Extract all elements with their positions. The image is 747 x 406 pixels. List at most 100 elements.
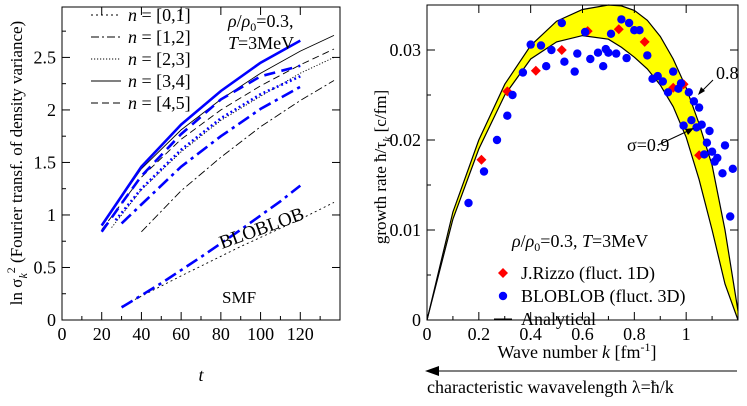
- bloblob-point: [573, 49, 582, 58]
- rizzo-point: [530, 65, 541, 76]
- left-legend-label: n = [1,2]: [128, 27, 191, 47]
- bloblob-point: [622, 53, 631, 63]
- left-y-tick-label: 1.5: [34, 152, 57, 172]
- bloblob-point: [707, 147, 717, 156]
- bloblob-point: [679, 121, 688, 130]
- left-x-tick-label: 20: [93, 324, 111, 344]
- bloblob-point: [518, 68, 528, 77]
- right-legend: J.Rizzo (fluct. 1D)BLOBLOB (fluct. 3D)An…: [494, 263, 685, 329]
- analytical-lower-curve: [426, 34, 739, 321]
- right-axes: 0 0.2 0.4 0.6 0.8 1 0 0.01 0.02 0.03: [390, 5, 738, 344]
- rizzo-point: [556, 45, 567, 55]
- bloblob-point: [593, 48, 603, 57]
- smf-label: SMF: [222, 288, 256, 307]
- legend-diamond-marker: [498, 268, 508, 278]
- bloblob-point: [676, 79, 686, 88]
- left-y-tick-label: 2.5: [34, 47, 57, 67]
- left-xlabel: t: [198, 365, 204, 385]
- bloblob-point: [728, 164, 737, 173]
- bloblob-point: [624, 18, 634, 28]
- bloblob-point: [653, 71, 662, 81]
- bloblob-point: [526, 40, 535, 49]
- left-y-tick-label: 1: [47, 205, 56, 225]
- bloblob-point: [726, 212, 735, 221]
- right-chart: 0 0.2 0.4 0.6 0.8 1 0 0.01 0.02 0.03 ρ/ρ0=0.3, T=…: [371, 4, 739, 397]
- bloblob-series-line: [114, 75, 301, 222]
- bloblob-series-line: [100, 64, 301, 233]
- bloblob-series-line: [120, 184, 302, 309]
- rizzo-point: [613, 24, 624, 35]
- right-y-tick-label: 0.03: [390, 40, 422, 60]
- analytical-upper-curve: [426, 4, 739, 321]
- bloblob-point: [635, 26, 644, 35]
- bloblob-point: [684, 88, 693, 97]
- left-x-tick-label: 80: [212, 324, 230, 344]
- right-y-tick-label: 0.02: [390, 130, 422, 150]
- left-x-tick-label: 60: [172, 324, 190, 344]
- left-legend-label: n = [3,4]: [128, 71, 191, 91]
- right-legend-label: BLOBLOB (fluct. 3D): [521, 286, 685, 307]
- left-y-tick-label: 2: [47, 100, 56, 120]
- bloblob-point: [689, 97, 699, 106]
- bloblob-point: [702, 138, 712, 147]
- bloblob-point: [464, 198, 473, 208]
- bloblob-point: [669, 67, 678, 76]
- bloblob-point: [570, 67, 579, 76]
- bloblob-point: [547, 45, 556, 55]
- right-legend-label: Analytical: [521, 309, 596, 329]
- bloblob-point: [542, 61, 551, 71]
- bloblob-point: [492, 135, 502, 145]
- smf-series-line: [121, 201, 335, 307]
- right-x-tick-label: 0.2: [468, 324, 491, 344]
- left-ylabel: ln σk2 (Fourier transf. of density varia…: [4, 21, 30, 305]
- bloblob-point: [705, 126, 714, 136]
- bloblob-point: [720, 141, 730, 150]
- right-plot-frame: [426, 4, 739, 321]
- bloblob-point: [700, 150, 709, 159]
- bloblob-point: [687, 116, 696, 125]
- left-series-group: [100, 34, 335, 309]
- rizzo-point: [476, 154, 487, 165]
- right-y-tick-label: 0.01: [390, 220, 422, 240]
- smf-series-line: [141, 80, 335, 233]
- right-xlabel: Wave number k [fm-1]: [497, 340, 656, 362]
- left-x-tick-label: 100: [247, 324, 274, 344]
- bloblob-point: [580, 27, 590, 37]
- bloblob-point: [694, 103, 704, 112]
- bloblob-point: [713, 153, 722, 163]
- bloblob-point: [560, 57, 569, 66]
- left-plot-frame: [61, 6, 341, 321]
- smf-series-line: [101, 48, 335, 230]
- left-legend-label: n = [0,1]: [128, 5, 191, 25]
- bloblob-point: [604, 48, 613, 57]
- left-legend: n = [0,1]n = [1,2]n = [2,3]n = [3,4]n = …: [91, 5, 191, 113]
- rizzo-point: [639, 36, 650, 47]
- right-y-tick-label: 0: [412, 310, 421, 330]
- legend-circle-marker: [498, 291, 508, 301]
- right-x-tick-label: 0.4: [519, 324, 542, 344]
- bloblob-point: [503, 111, 512, 120]
- bottom-caption: characteristic wavavelength λ=ħ/k: [427, 377, 674, 397]
- bloblob-series-line: [100, 39, 301, 227]
- left-y-tick-label: 0.5: [34, 257, 57, 277]
- right-ylabel: growth rate ħ/τk [c/fm]: [371, 90, 394, 244]
- sigma-09-label: σ=0.9: [627, 135, 669, 155]
- bloblob-label: BLOBLOB: [217, 204, 308, 254]
- bloblob-point: [586, 54, 595, 64]
- left-y-tick-label: 0: [47, 310, 56, 330]
- right-x-tick-label: 1: [682, 324, 691, 344]
- left-legend-label: n = [4,5]: [128, 93, 191, 113]
- right-annotation: ρ/ρ0=0.3, T=3MeV: [511, 231, 648, 254]
- left-annotation-line2: T=3MeV: [228, 33, 294, 53]
- right-x-tick-label: 0.8: [623, 324, 646, 344]
- sigma-08-arrowhead: [698, 87, 705, 95]
- right-legend-label: J.Rizzo (fluct. 1D): [521, 263, 655, 284]
- bloblob-point: [643, 51, 652, 60]
- left-x-tick-label: 120: [287, 324, 314, 344]
- bloblob-point: [612, 49, 621, 58]
- bloblob-point: [663, 88, 673, 97]
- sigma-08-label: 0.8: [716, 63, 739, 83]
